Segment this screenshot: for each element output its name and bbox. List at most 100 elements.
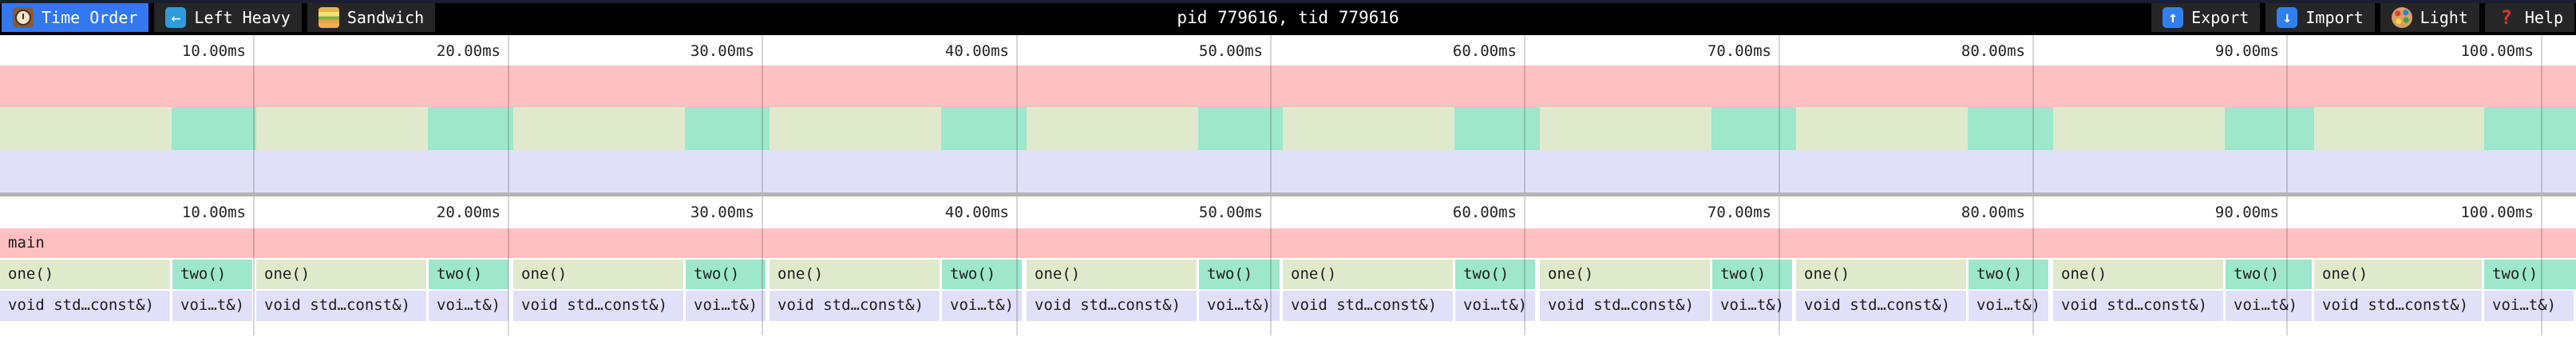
frame-block[interactable]: void std…const&) [1796, 291, 1966, 321]
button-label: Export [2191, 8, 2250, 27]
frame-block[interactable]: void std…const&) [2314, 291, 2482, 321]
frame-label: void std…const&) [8, 296, 155, 314]
minimap-block[interactable] [1711, 107, 1796, 150]
frame-block[interactable]: two() [1969, 260, 2048, 289]
frame-block[interactable]: one() [2314, 260, 2482, 289]
export-icon [2162, 7, 2184, 28]
minimap-row-leaf[interactable] [0, 150, 2576, 192]
frame-label: void std…const&) [778, 296, 924, 314]
frame-label: voi…t&) [1720, 296, 1785, 314]
frame-block[interactable]: voi…t&) [1712, 291, 1792, 321]
time-tick-label: 80.00ms [1961, 204, 2025, 221]
button-light[interactable]: Light [2380, 3, 2479, 32]
frame-block[interactable]: two() [429, 260, 508, 289]
flame-row-level2: void std…const&) voi…t&) void std…const&) v… [0, 291, 2576, 321]
frame-block[interactable]: two() [1199, 260, 1280, 289]
clock-icon [13, 7, 34, 28]
frame-block[interactable]: voi…t&) [1969, 291, 2048, 321]
frame-block[interactable]: void std…const&) [256, 291, 426, 321]
frame-label: two() [694, 265, 740, 283]
frame-block[interactable]: one() [1027, 260, 1197, 289]
frame-label: two() [1463, 265, 1510, 283]
frame-block[interactable]: void std…const&) [1027, 291, 1197, 321]
minimap-block[interactable] [172, 107, 256, 150]
window-top-strip [0, 0, 2576, 3]
frame-block[interactable]: voi…t&) [429, 291, 508, 321]
button-help[interactable]: Help [2484, 3, 2574, 32]
frame-block[interactable]: one() [1796, 260, 1966, 289]
frame-block[interactable]: voi…t&) [172, 291, 252, 321]
tab-label: Time Order [42, 8, 138, 27]
minimap[interactable]: 10.00ms 20.00ms 30.00ms 40.00ms 50.00ms 60.00… [0, 35, 2576, 192]
minimap-block[interactable] [2484, 107, 2576, 150]
frame-block[interactable]: one() [1540, 260, 1710, 289]
frame-block[interactable]: void std…const&) [1540, 291, 1710, 321]
minimap-row-calls[interactable] [0, 107, 2576, 150]
frame-block[interactable]: voi…t&) [2226, 291, 2312, 321]
frame-block[interactable]: void std…const&) [0, 291, 170, 321]
frame-label: one() [778, 265, 824, 283]
frame-block[interactable]: voi…t&) [942, 291, 1022, 321]
frame-block[interactable]: void std…const&) [1283, 291, 1453, 321]
minimap-block[interactable] [1968, 107, 2053, 150]
minimap-block[interactable] [685, 107, 770, 150]
frame-block[interactable]: main [0, 228, 2576, 258]
action-bar: Export Import Light Help [2151, 3, 2574, 32]
frame-block[interactable]: one() [0, 260, 170, 289]
frame-block[interactable]: void std…const&) [513, 291, 683, 321]
time-tick-label: 60.00ms [1452, 204, 1517, 221]
minimap-block[interactable] [0, 107, 2576, 150]
frame-block[interactable]: voi…t&) [1455, 291, 1535, 321]
frame-label: voi…t&) [2234, 296, 2298, 314]
minimap-block[interactable] [1198, 107, 1283, 150]
minimap-row-main[interactable] [0, 65, 2576, 107]
frame-label: one() [1291, 265, 1337, 283]
flamegraph-time-axis[interactable]: 10.00ms 20.00ms 30.00ms 40.00ms 50.00ms 60.00… [0, 196, 2576, 227]
frame-label: one() [1804, 265, 1850, 283]
frame-label: voi…t&) [180, 296, 245, 314]
minimap-block[interactable] [0, 65, 2576, 107]
time-tick-label: 100.00ms [2460, 42, 2534, 60]
time-tick-label: 40.00ms [944, 204, 1009, 221]
button-import[interactable]: Import [2265, 3, 2375, 32]
minimap-time-axis[interactable]: 10.00ms 20.00ms 30.00ms 40.00ms 50.00ms 60.00… [0, 35, 2576, 65]
frame-block[interactable]: two() [686, 260, 766, 289]
frame-label: two() [950, 265, 996, 283]
frame-block[interactable]: one() [2053, 260, 2223, 289]
frame-block[interactable]: one() [513, 260, 683, 289]
frame-label: two() [180, 265, 227, 283]
frame-block[interactable]: two() [1455, 260, 1535, 289]
minimap-block[interactable] [0, 150, 2576, 192]
frame-block[interactable]: void std…const&) [2053, 291, 2223, 321]
minimap-block[interactable] [428, 107, 513, 150]
button-export[interactable]: Export [2151, 3, 2261, 32]
frame-block[interactable]: two() [172, 260, 252, 289]
frame-block[interactable]: voi…t&) [686, 291, 766, 321]
minimap-block[interactable] [2225, 107, 2314, 150]
frame-label: one() [264, 265, 311, 283]
time-tick-label: 90.00ms [2214, 204, 2279, 221]
sandwich-icon [318, 7, 339, 28]
minimap-block[interactable] [941, 107, 1027, 150]
frame-block[interactable]: two() [1712, 260, 1792, 289]
frame-block[interactable]: one() [256, 260, 426, 289]
frame-block[interactable]: two() [2484, 260, 2576, 289]
frame-block[interactable]: two() [942, 260, 1022, 289]
help-icon [2496, 7, 2517, 28]
frame-block[interactable]: two() [2226, 260, 2312, 289]
tab-time-order[interactable]: Time Order [2, 3, 149, 32]
tab-label: Sandwich [346, 8, 425, 27]
flamegraph[interactable]: 10.00ms 20.00ms 30.00ms 40.00ms 50.00ms 60.00… [0, 196, 2576, 337]
tab-left-heavy[interactable]: Left Heavy [154, 3, 302, 32]
frame-block[interactable]: one() [1283, 260, 1453, 289]
tab-sandwich[interactable]: Sandwich [307, 3, 436, 32]
minimap-block[interactable] [1454, 107, 1540, 150]
frame-block[interactable]: void std…const&) [770, 291, 940, 321]
frame-block[interactable]: one() [770, 260, 940, 289]
flame-row-main: main [0, 228, 2576, 258]
button-label: Import [2305, 8, 2364, 27]
time-tick-label: 50.00ms [1198, 42, 1263, 60]
frame-block[interactable]: voi…t&) [1199, 291, 1280, 321]
frame-block[interactable]: voi…t&) [2484, 291, 2574, 321]
